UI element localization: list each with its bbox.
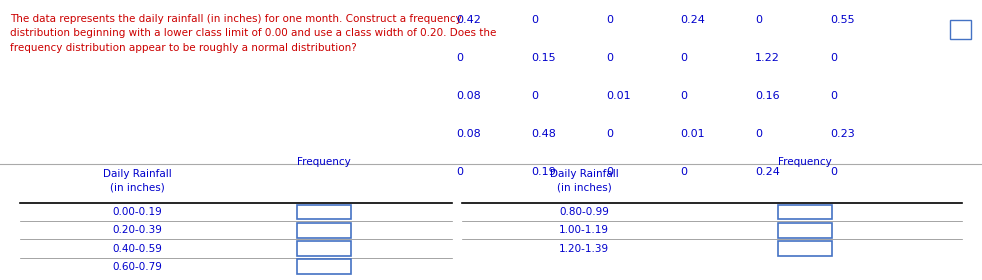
- Text: 1.20-1.39: 1.20-1.39: [559, 244, 610, 253]
- Text: 0: 0: [681, 167, 687, 177]
- Bar: [297, 223, 352, 237]
- Text: 1.00-1.19: 1.00-1.19: [560, 225, 609, 235]
- Text: 0: 0: [755, 15, 762, 25]
- Text: 1.22: 1.22: [755, 53, 780, 63]
- Text: 0: 0: [830, 167, 837, 177]
- Text: 0.01: 0.01: [606, 91, 630, 101]
- Text: 0.00-0.19: 0.00-0.19: [113, 207, 162, 217]
- Text: 0: 0: [830, 53, 837, 63]
- Text: 0.40-0.59: 0.40-0.59: [113, 244, 162, 253]
- Text: Frequency: Frequency: [779, 157, 832, 167]
- Text: 0.16: 0.16: [755, 91, 780, 101]
- Text: 0: 0: [681, 91, 687, 101]
- Bar: [778, 205, 833, 220]
- Bar: [297, 259, 352, 274]
- Text: Daily Rainfall
(in inches): Daily Rainfall (in inches): [550, 169, 619, 193]
- Text: 0.20-0.39: 0.20-0.39: [113, 225, 162, 235]
- Text: 0.23: 0.23: [830, 129, 854, 139]
- Text: 0: 0: [755, 129, 762, 139]
- Text: Daily Rainfall
(in inches): Daily Rainfall (in inches): [103, 169, 172, 193]
- Text: 0: 0: [681, 53, 687, 63]
- Text: 0.08: 0.08: [457, 129, 481, 139]
- Bar: [297, 241, 352, 256]
- Text: 0.80-0.99: 0.80-0.99: [560, 207, 609, 217]
- Text: 0: 0: [531, 15, 538, 25]
- Text: 0: 0: [606, 167, 613, 177]
- Text: 0.48: 0.48: [531, 129, 556, 139]
- Text: 0: 0: [606, 53, 613, 63]
- Bar: [778, 223, 833, 237]
- Bar: [297, 205, 352, 220]
- Text: 0.19: 0.19: [531, 167, 556, 177]
- Text: 0: 0: [531, 91, 538, 101]
- Text: 0: 0: [457, 167, 464, 177]
- Text: The data represents the daily rainfall (in inches) for one month. Construct a fr: The data represents the daily rainfall (…: [10, 14, 496, 53]
- Text: 0.15: 0.15: [531, 53, 556, 63]
- Text: Frequency: Frequency: [298, 157, 351, 167]
- Bar: [950, 20, 971, 39]
- Text: 0: 0: [830, 91, 837, 101]
- Bar: [778, 241, 833, 256]
- Text: 0: 0: [606, 15, 613, 25]
- Text: 0.42: 0.42: [457, 15, 481, 25]
- Text: 0.24: 0.24: [681, 15, 705, 25]
- Text: 0.24: 0.24: [755, 167, 780, 177]
- Text: 0.60-0.79: 0.60-0.79: [113, 262, 162, 272]
- Text: 0.01: 0.01: [681, 129, 705, 139]
- Text: 0.08: 0.08: [457, 91, 481, 101]
- Text: 0.55: 0.55: [830, 15, 854, 25]
- Text: 0: 0: [606, 129, 613, 139]
- Text: 0: 0: [457, 53, 464, 63]
